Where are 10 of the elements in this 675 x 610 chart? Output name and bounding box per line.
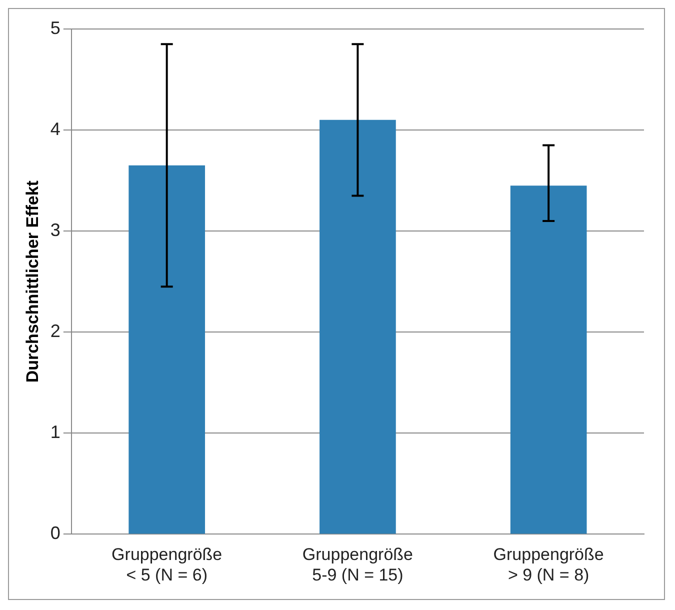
x-tick-label: Gruppengröße < 5 (N = 6) bbox=[112, 545, 222, 584]
x-tick-label: Gruppengröße > 9 (N = 8) bbox=[493, 545, 604, 584]
y-tick-label: 4 bbox=[50, 119, 60, 140]
y-tick-label: 5 bbox=[50, 18, 60, 38]
y-tick-label: 0 bbox=[50, 523, 60, 544]
y-tick-label: 3 bbox=[50, 220, 60, 240]
y-axis-title: Durchschnittlicher Effekt bbox=[22, 180, 42, 383]
y-tick-label: 2 bbox=[50, 321, 60, 342]
y-tick-label: 1 bbox=[50, 422, 60, 442]
x-tick-label: Gruppengröße 5-9 (N = 15) bbox=[302, 545, 413, 584]
